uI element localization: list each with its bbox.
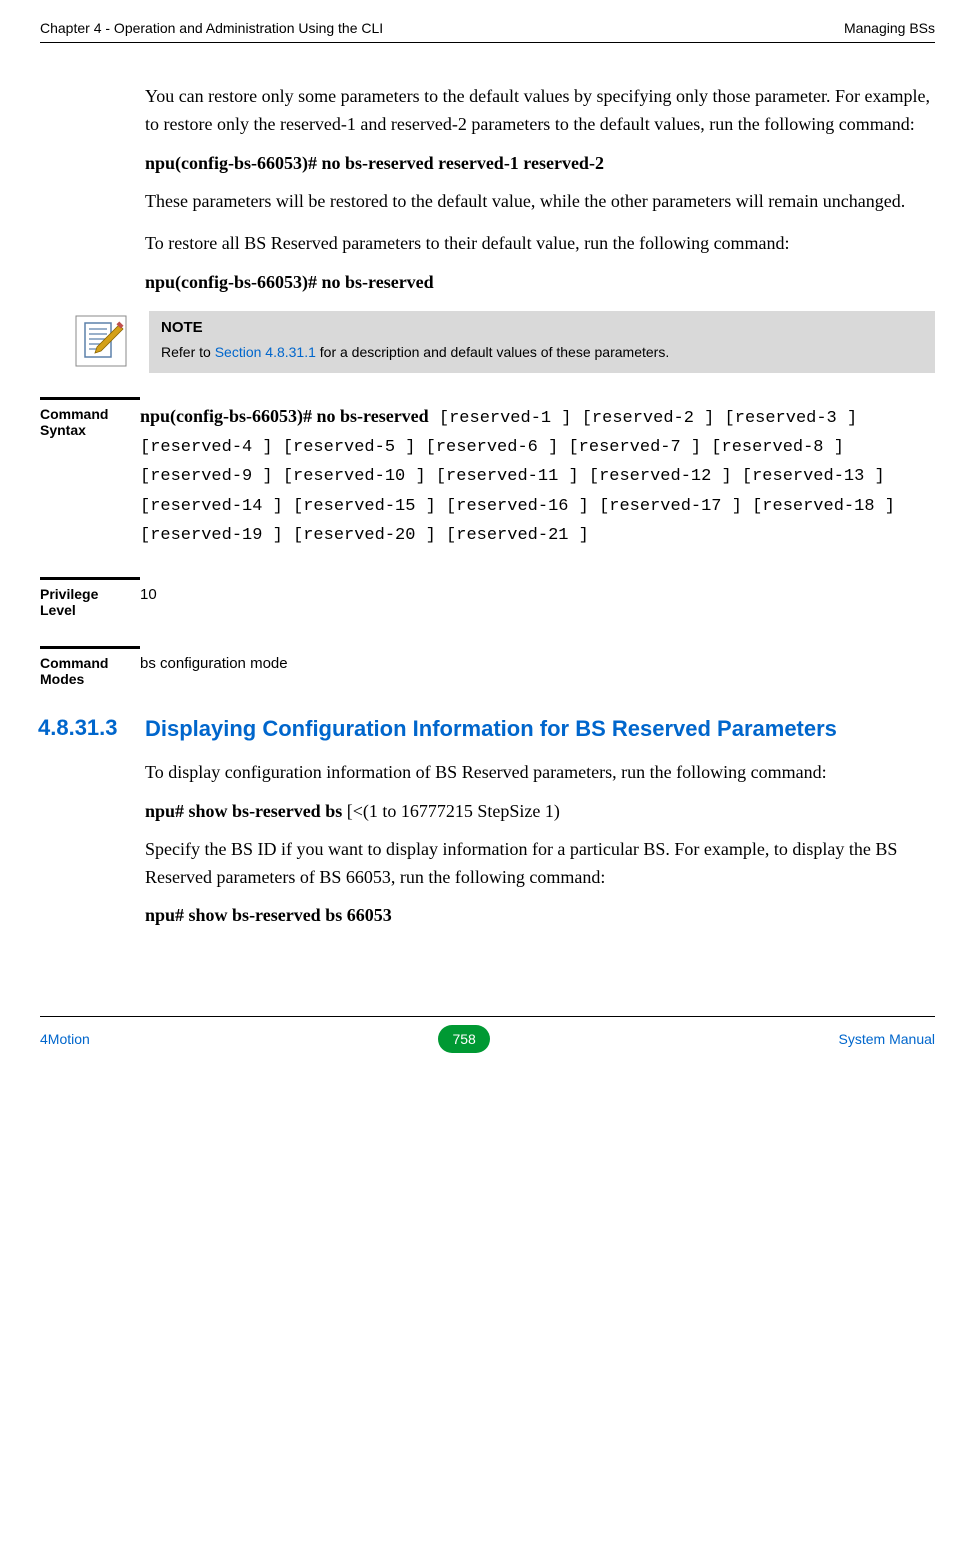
note-icon: [75, 315, 127, 367]
note-text-after: for a description and default values of …: [316, 344, 669, 360]
note-text-before: Refer to: [161, 344, 215, 360]
section-title: Displaying Configuration Information for…: [145, 715, 935, 743]
command-modes-row: Command Modes bs configuration mode: [40, 646, 935, 687]
command-example: npu(config-bs-66053)# no bs-reserved: [145, 272, 935, 293]
cmd-rest-part: [<(1 to 16777215 StepSize 1): [342, 801, 560, 821]
paragraph: These parameters will be restored to the…: [145, 188, 935, 216]
syntax-rest: [reserved-1 ] [reserved-2 ] [reserved-3 …: [140, 409, 895, 545]
main-content: You can restore only some parameters to …: [145, 83, 935, 926]
param-body: 10: [140, 577, 935, 618]
section-number: 4.8.31.3: [38, 715, 145, 743]
note-text: Refer to Section 4.8.31.1 for a descript…: [161, 342, 923, 363]
privilege-level-row: Privilege Level 10: [40, 577, 935, 618]
paragraph: You can restore only some parameters to …: [145, 83, 935, 139]
header-left: Chapter 4 - Operation and Administration…: [40, 20, 383, 36]
param-label: Privilege Level: [40, 577, 140, 618]
command-syntax-row: Command Syntax npu(config-bs-66053)# no …: [40, 397, 935, 550]
page-header: Chapter 4 - Operation and Administration…: [40, 20, 935, 43]
section-link[interactable]: Section 4.8.31.1: [215, 344, 316, 360]
syntax-bold: npu(config-bs-66053)# no bs-reserved: [140, 406, 429, 426]
note-block: NOTE Refer to Section 4.8.31.1 for a des…: [75, 311, 935, 373]
footer-left: 4Motion: [40, 1031, 90, 1047]
footer-right: System Manual: [839, 1031, 935, 1047]
param-body: npu(config-bs-66053)# no bs-reserved [re…: [140, 397, 935, 550]
page-number-badge: 758: [438, 1025, 489, 1053]
paragraph: To restore all BS Reserved parameters to…: [145, 230, 935, 258]
header-right: Managing BSs: [844, 20, 935, 36]
command-example: npu(config-bs-66053)# no bs-reserved res…: [145, 153, 935, 174]
note-title: NOTE: [161, 319, 923, 336]
page-footer: 4Motion 758 System Manual: [40, 1016, 935, 1053]
command-example: npu# show bs-reserved bs [<(1 to 1677721…: [145, 801, 935, 822]
note-body: NOTE Refer to Section 4.8.31.1 for a des…: [149, 311, 935, 373]
paragraph: To display configuration information of …: [145, 759, 935, 787]
param-label: Command Syntax: [40, 397, 140, 550]
param-label: Command Modes: [40, 646, 140, 687]
paragraph: Specify the BS ID if you want to display…: [145, 836, 935, 892]
param-body: bs configuration mode: [140, 646, 935, 687]
cmd-bold-part: npu# show bs-reserved bs: [145, 801, 342, 821]
command-example: npu# show bs-reserved bs 66053: [145, 905, 935, 926]
section-heading: 4.8.31.3 Displaying Configuration Inform…: [38, 715, 935, 743]
